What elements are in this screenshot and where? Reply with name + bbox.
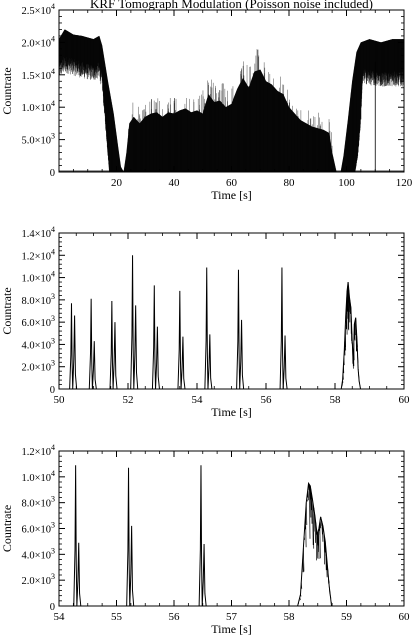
- x-tick-label: 60: [399, 394, 411, 406]
- x-tick-label: 56: [261, 394, 273, 406]
- y-tick-label: 1.2×104: [21, 247, 55, 262]
- y-tick-label: 1.2×104: [21, 443, 55, 458]
- y-tick-label: 0: [50, 385, 55, 396]
- y-tick-label: 6.0×103: [21, 521, 55, 536]
- x-tick-label: 57: [226, 611, 238, 623]
- x-tick-label: 20: [111, 177, 123, 189]
- peak-0: [73, 465, 82, 607]
- y-axis-label: Countrate: [0, 505, 14, 552]
- peak-6: [204, 267, 213, 390]
- y-tick-label: 8.0×103: [21, 292, 55, 307]
- x-tick-label: 100: [338, 177, 355, 189]
- y-axis-label: Countrate: [0, 67, 14, 114]
- y-tick-label: 1.0×104: [21, 469, 55, 484]
- y-tick-label: 0: [50, 602, 55, 613]
- x-tick-label: 120: [396, 177, 412, 189]
- x-axis-label: Time [s]: [211, 622, 252, 635]
- peak-1: [126, 467, 135, 607]
- peak-1: [88, 298, 97, 390]
- y-tick-label: 2.0×104: [21, 34, 55, 49]
- peak-0: [69, 303, 78, 390]
- y-tick-label: 1.0×104: [21, 270, 55, 285]
- x-tick-label: 58: [284, 611, 296, 623]
- burst-texture: [341, 282, 361, 390]
- x-tick-label: 40: [169, 177, 181, 189]
- y-tick-label: 5.0×103: [21, 132, 55, 147]
- x-tick-label: 60: [226, 177, 238, 189]
- y-axis-label: Countrate: [0, 287, 14, 334]
- series-line: [58, 29, 405, 172]
- x-tick-label: 58: [330, 394, 342, 406]
- peak-4: [151, 285, 160, 390]
- plot-frame: [58, 450, 405, 607]
- panel-zoom-50-60: 50 52 54 56 58 60 0 2.0×103 4.0×103 6.0×103 8.0×10…: [0, 225, 410, 419]
- x-tick-label: 80: [284, 177, 296, 189]
- y-tick-label: 2.5×104: [21, 2, 55, 17]
- peak-2: [198, 465, 207, 607]
- peak-5: [177, 290, 186, 390]
- chart-title: KRF Tomograph Modulation (Poisson noise …: [90, 0, 373, 11]
- y-tick-label: 4.0×103: [21, 546, 55, 561]
- x-tick-label: 60: [399, 611, 411, 623]
- x-tick-label: 50: [54, 394, 66, 406]
- x-tick-label: 52: [123, 394, 134, 406]
- y-tick-label: 2.0×103: [21, 572, 55, 587]
- y-tick-label: 8.0×103: [21, 495, 55, 510]
- x-tick-label: 55: [111, 611, 123, 623]
- y-tick-label: 1.0×104: [21, 99, 55, 114]
- x-axis-label: Time [s]: [211, 405, 252, 419]
- peak-8: [279, 267, 288, 390]
- burst-texture: [297, 483, 332, 607]
- x-axis-label: Time [s]: [211, 188, 252, 202]
- panel-full-run: KRF Tomograph Modulation (Poisson noise …: [0, 0, 412, 202]
- y-tick-label: 2.0×103: [21, 359, 55, 374]
- y-tick-label: 1.5×104: [21, 67, 55, 82]
- x-tick-label: 59: [341, 611, 353, 623]
- peak-2: [109, 300, 118, 390]
- peak-3: [130, 255, 139, 390]
- y-tick-label: 1.4×104: [21, 225, 55, 240]
- x-tick-label: 56: [169, 611, 181, 623]
- y-tick-label: 6.0×103: [21, 314, 55, 329]
- peak-7: [236, 269, 245, 390]
- y-tick-label: 0: [50, 168, 55, 179]
- burst-outline: [297, 481, 333, 607]
- y-tick-label: 4.0×103: [21, 336, 55, 351]
- x-tick-label: 54: [192, 394, 204, 406]
- panel-zoom-54-60: 54 55 56 57 58 59 60 0 2.0×103 4.0×103 6.0×103 8.0×…: [0, 443, 410, 635]
- x-tick-label: 54: [54, 611, 66, 623]
